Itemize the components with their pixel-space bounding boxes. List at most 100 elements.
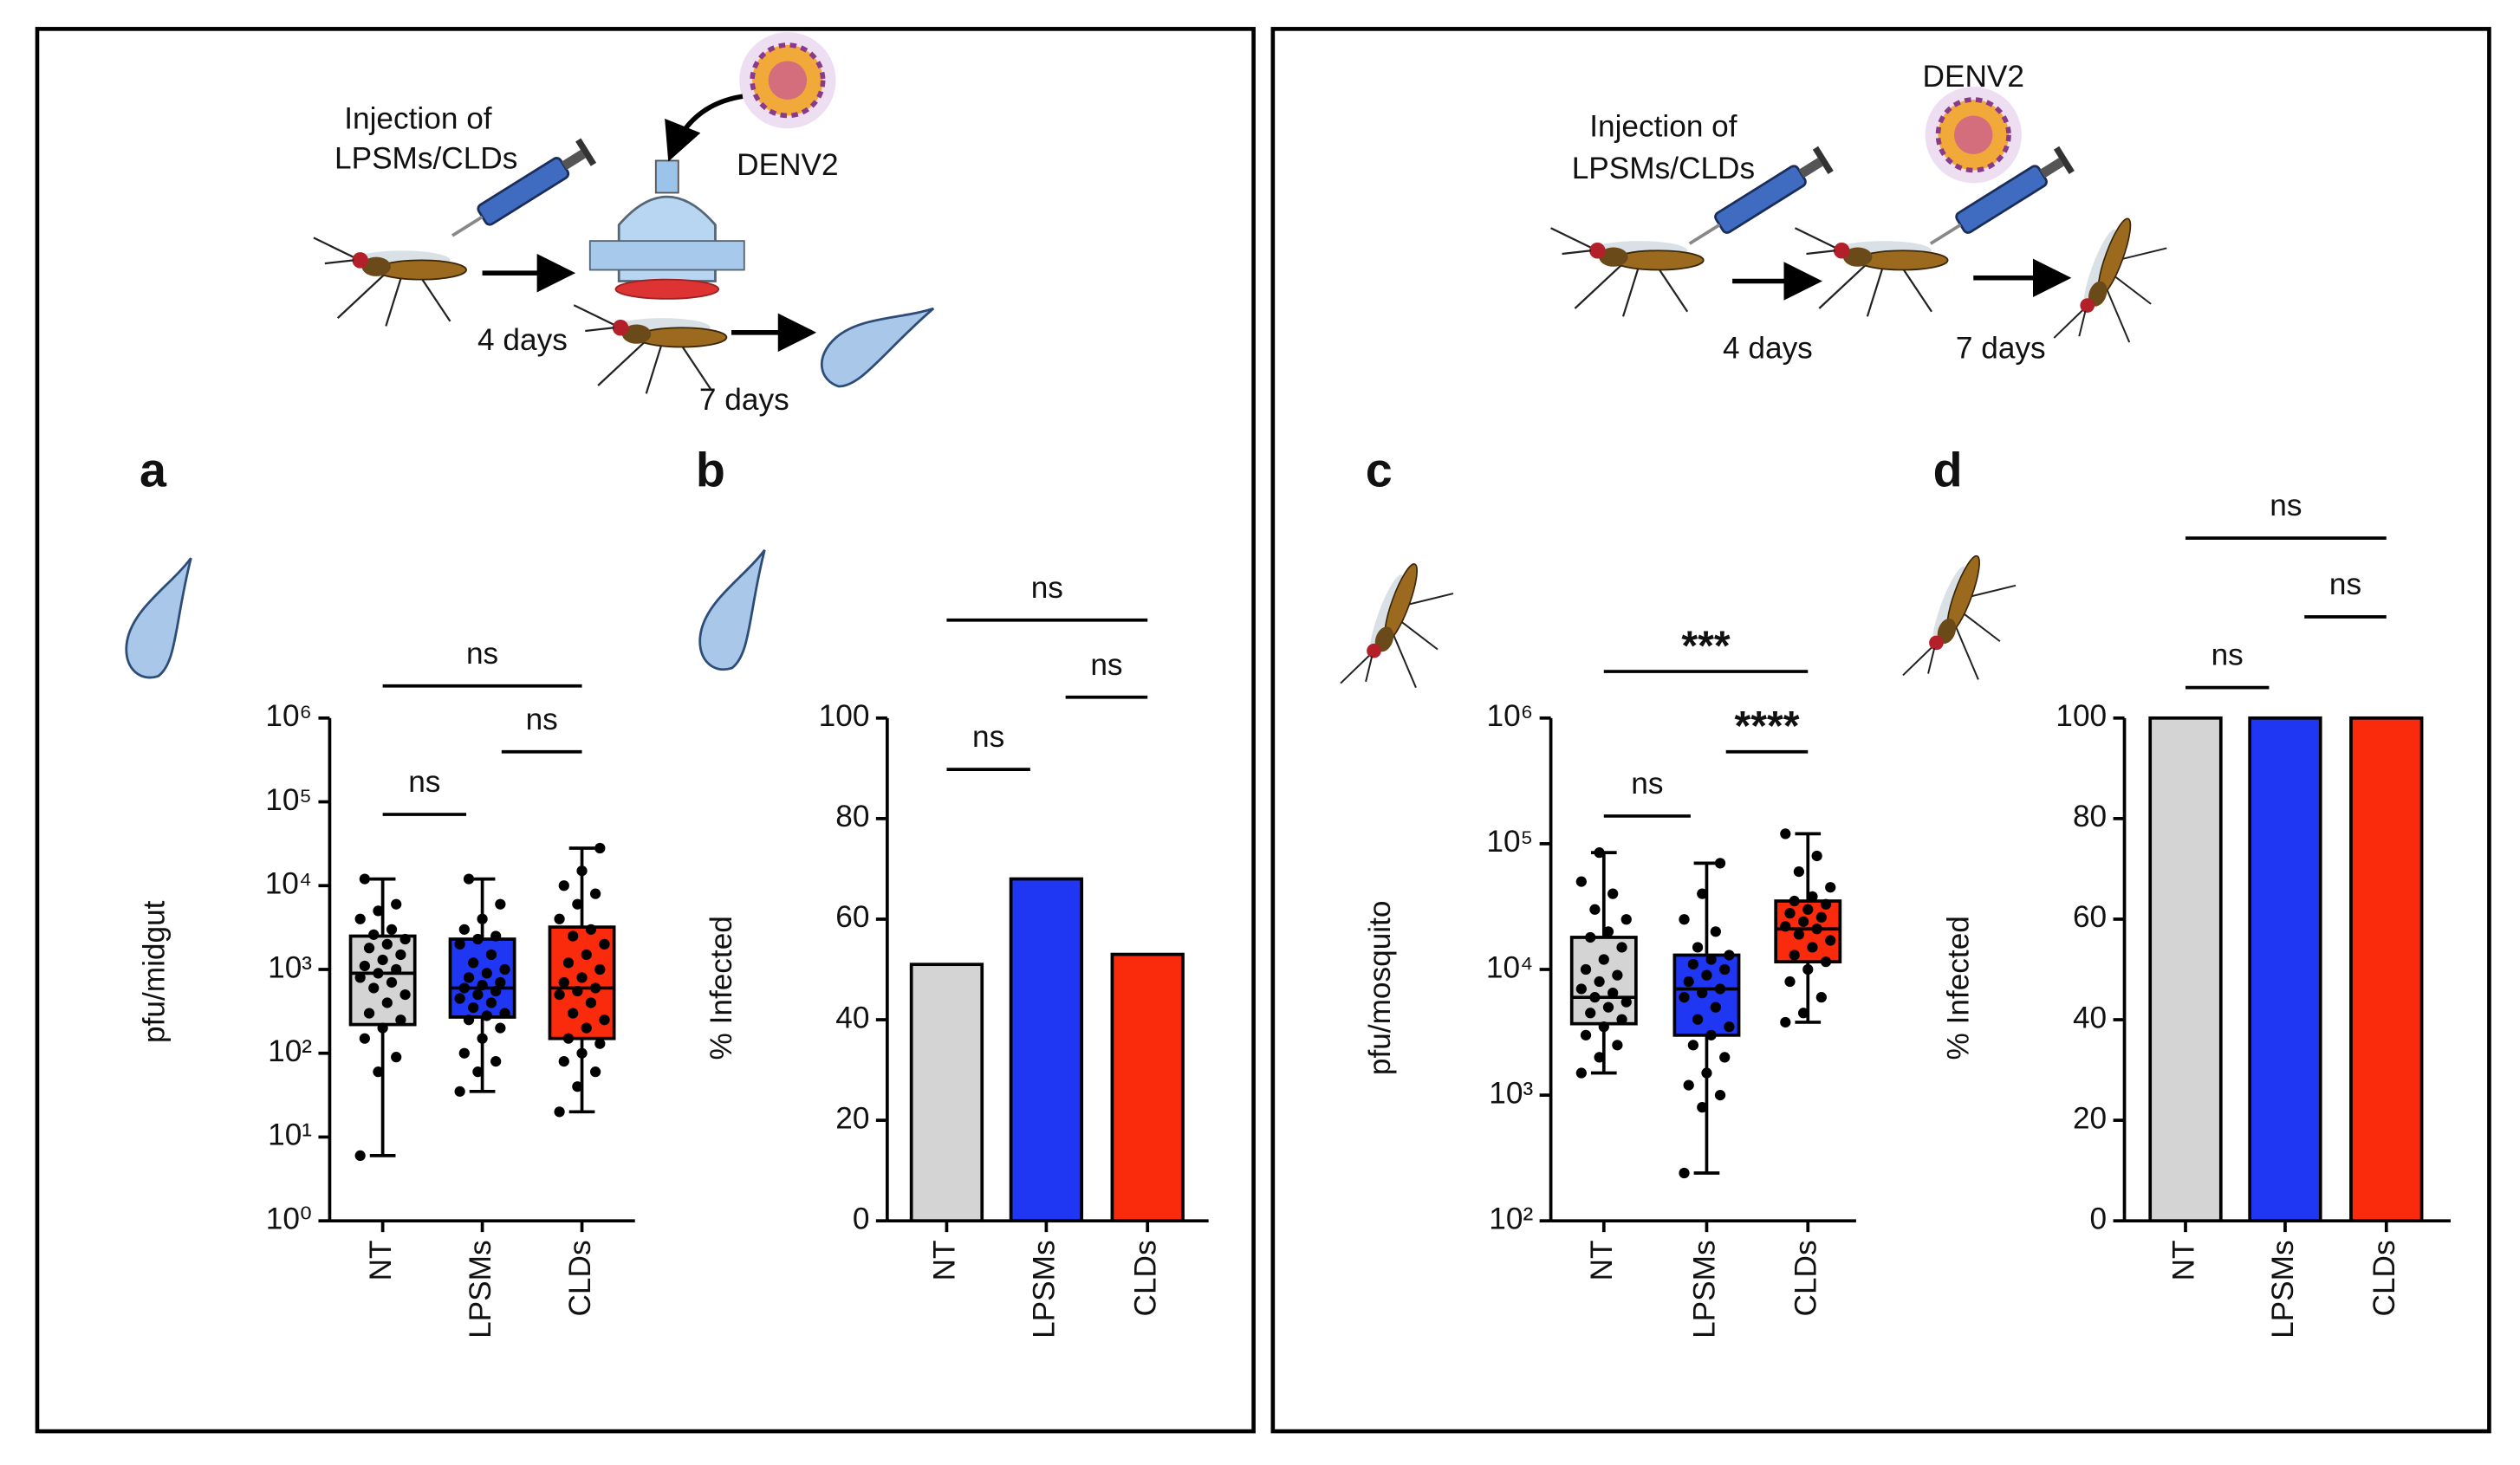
schematic-label: 4 days <box>1723 332 1813 366</box>
data-point <box>1575 876 1587 887</box>
x-tick-label: CLDs <box>563 1240 597 1316</box>
data-point <box>454 993 465 1004</box>
data-point <box>1705 1029 1717 1040</box>
y-tick-label: 10⁴ <box>265 867 312 901</box>
mosquito-icon <box>2053 208 2177 366</box>
mosquito-icon <box>573 304 728 395</box>
data-point <box>381 938 393 950</box>
data-point <box>1811 850 1822 862</box>
data-point <box>1612 969 1623 981</box>
x-tick-label: NT <box>1585 1240 1619 1280</box>
data-point <box>472 989 484 1001</box>
data-point <box>1714 858 1726 869</box>
data-point <box>477 913 488 924</box>
data-point <box>576 865 588 877</box>
data-point <box>485 997 497 1008</box>
data-point <box>463 972 475 983</box>
data-point <box>458 982 470 994</box>
significance-label: ns <box>466 637 498 671</box>
data-point <box>585 924 597 935</box>
feeder-icon <box>588 159 745 300</box>
virus-icon <box>739 32 835 128</box>
y-tick-label: 10⁵ <box>265 783 312 817</box>
y-tick-label: 10² <box>1489 1202 1533 1235</box>
significance-label: **** <box>1734 703 1799 750</box>
data-point <box>568 1008 579 1019</box>
y-tick-label: 20 <box>2073 1101 2107 1135</box>
data-point <box>1784 907 1796 919</box>
data-point <box>490 985 502 997</box>
y-tick-label: 80 <box>835 800 869 833</box>
y-axis-label: pfu/mosquito <box>1363 900 1397 1075</box>
data-point <box>499 963 510 976</box>
data-point <box>1789 950 1800 961</box>
data-point <box>1815 992 1827 1003</box>
panel-letter: b <box>696 444 725 497</box>
data-point <box>589 1066 601 1078</box>
schematic: Injection of LPSMs/CLDs DENV2 4 days 7 d… <box>312 32 944 417</box>
bar <box>2248 716 2322 1223</box>
data-point <box>359 1033 370 1044</box>
y-axis-label: % Infected <box>705 916 738 1060</box>
data-point <box>1780 921 1791 932</box>
panel-frame <box>1270 27 2491 1434</box>
data-point <box>1802 904 1814 915</box>
data-point <box>499 1008 510 1019</box>
data-point <box>1620 914 1632 925</box>
schematic-label: LPSMs/CLDs <box>334 142 517 176</box>
x-tick-label: LPSMs <box>464 1240 497 1339</box>
y-tick-label: 80 <box>2073 800 2107 833</box>
y-tick-label: 10¹ <box>268 1118 312 1152</box>
box <box>448 937 516 1019</box>
data-point <box>463 873 475 885</box>
data-point <box>1602 1002 1614 1013</box>
data-point <box>1793 865 1805 878</box>
data-point <box>1679 1167 1690 1179</box>
data-point <box>1797 1008 1809 1019</box>
bar <box>1009 877 1084 1223</box>
data-point <box>1585 1008 1596 1019</box>
midgut-icon <box>809 281 944 395</box>
bar <box>1110 952 1185 1223</box>
data-point <box>1811 924 1822 935</box>
data-point <box>477 1033 488 1044</box>
data-point <box>1580 963 1592 976</box>
data-point <box>1815 911 1827 923</box>
data-point <box>1710 1002 1721 1013</box>
data-point <box>354 1150 366 1162</box>
schematic-label: DENV2 <box>1923 60 2024 94</box>
y-tick-label: 20 <box>835 1101 869 1135</box>
data-point <box>495 1022 506 1034</box>
data-point <box>354 972 366 983</box>
data-point <box>589 982 601 994</box>
y-tick-label: 100 <box>819 699 870 733</box>
significance-label: ns <box>1031 571 1063 605</box>
data-point <box>477 979 488 991</box>
data-point <box>1825 935 1836 946</box>
panel-frame <box>35 27 1256 1434</box>
schematic-label: LPSMs/CLDs <box>1572 152 1755 185</box>
data-point <box>395 949 406 961</box>
data-point <box>468 1002 479 1014</box>
data-point <box>481 1010 492 1021</box>
y-tick-label: 10⁴ <box>1486 950 1533 984</box>
data-point <box>495 976 506 989</box>
data-point <box>458 924 470 935</box>
data-point <box>1683 976 1694 988</box>
data-point <box>1719 1052 1731 1063</box>
data-point <box>594 842 606 854</box>
data-point <box>554 989 565 1001</box>
data-point <box>381 997 393 1008</box>
data-point <box>395 1014 406 1026</box>
data-point <box>572 985 583 997</box>
data-point <box>368 929 380 940</box>
significance-label: ns <box>2270 489 2302 522</box>
x-tick-label: LPSMs <box>2266 1240 2300 1339</box>
data-point <box>1607 988 1619 999</box>
y-tick-label: 40 <box>835 1001 869 1034</box>
data-point <box>1789 895 1800 907</box>
data-point <box>558 880 569 891</box>
data-point <box>391 898 402 910</box>
data-point <box>1710 926 1721 937</box>
